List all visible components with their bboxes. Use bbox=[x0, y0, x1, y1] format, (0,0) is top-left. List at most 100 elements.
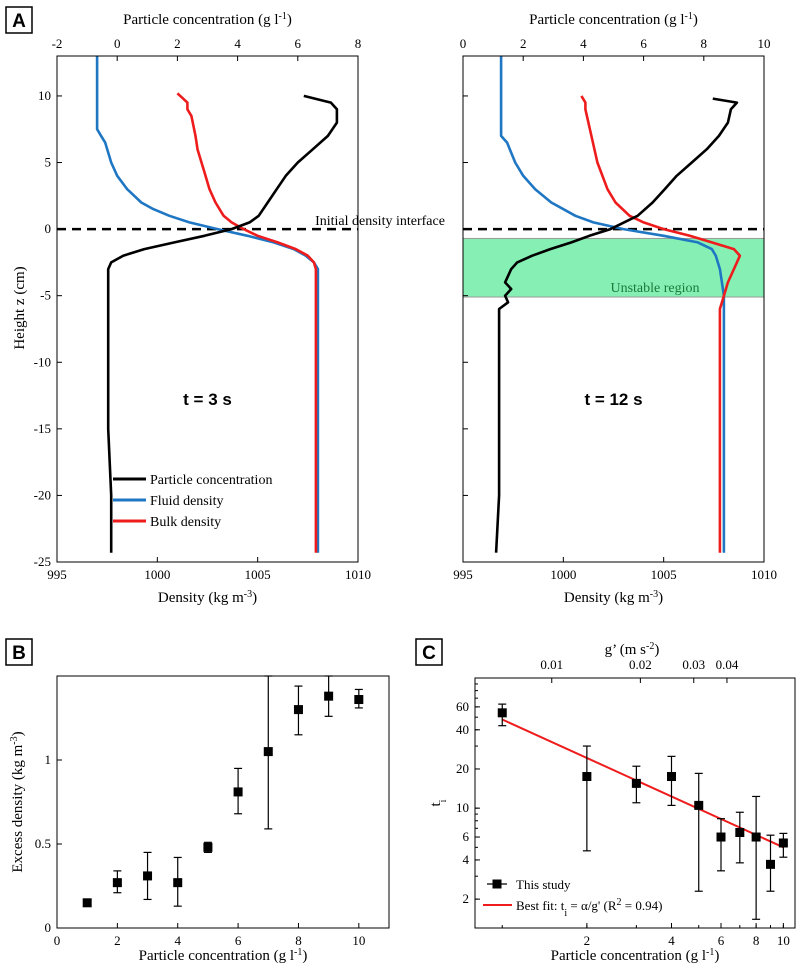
x-tick-label: 995 bbox=[47, 567, 67, 582]
y-tick-label: 40 bbox=[456, 722, 469, 737]
x-tick-label: 995 bbox=[453, 567, 473, 582]
x-tick-label: 1000 bbox=[144, 567, 170, 582]
x-axis-title: Density (kg m-3) bbox=[158, 589, 257, 607]
top-tick-label: 10 bbox=[758, 36, 771, 51]
time-label: t = 12 s bbox=[584, 390, 642, 409]
y-tick-label: -10 bbox=[34, 354, 51, 369]
panel-b: B 0 2 4 6 8 10 0 0.5 1 Particle concentration (g l… bbox=[5, 638, 390, 965]
x-axis-title: Density (kg m-3) bbox=[564, 589, 663, 607]
x-tick-label: 1010 bbox=[345, 567, 371, 582]
region-label: Unstable region bbox=[610, 281, 699, 296]
axes-box bbox=[56, 675, 390, 929]
series-bulk-density bbox=[580, 95, 742, 553]
data-point bbox=[354, 695, 364, 705]
top-tick-label: 4 bbox=[234, 36, 241, 51]
data-point bbox=[751, 832, 761, 842]
top-tick-label: 0.02 bbox=[629, 657, 652, 672]
y-tick-label: 2 bbox=[463, 891, 470, 906]
legend-swatch-marker bbox=[492, 879, 502, 889]
series-fluid-density bbox=[499, 56, 726, 553]
data-point bbox=[735, 828, 745, 838]
top-tick-label: 6 bbox=[295, 36, 302, 51]
x-tick-label: 1005 bbox=[245, 567, 271, 582]
y-tick-label: 10 bbox=[38, 88, 51, 103]
x-axis-title: Particle concentration (g l-1) bbox=[139, 947, 308, 965]
data-point bbox=[293, 705, 303, 715]
time-label: t = 3 s bbox=[183, 390, 232, 409]
data-point bbox=[497, 708, 507, 718]
top-tick-label: 6 bbox=[640, 36, 647, 51]
interface-annotation: Initial density interface bbox=[315, 214, 445, 229]
y-tick-label: -20 bbox=[34, 487, 51, 502]
data-point bbox=[112, 878, 122, 888]
y-tick-label: 60 bbox=[456, 699, 469, 714]
panel-a-label-box bbox=[5, 6, 33, 34]
y-tick-label: 20 bbox=[456, 761, 469, 776]
x-tick-label: 1000 bbox=[550, 567, 576, 582]
x-tick-label: 8 bbox=[753, 933, 760, 948]
legend-entry-fit: Best fit: ti = α/g' (R2 = 0.94) bbox=[516, 897, 662, 919]
x-tick-label: 6 bbox=[718, 933, 725, 948]
legend-entry-study: This study bbox=[516, 877, 571, 892]
top-tick-label: -2 bbox=[52, 36, 63, 51]
top-tick-label: 8 bbox=[355, 36, 362, 51]
x-tick-label: 1005 bbox=[651, 567, 677, 582]
panel-c: C 2 4 6 8 10 2 4 6 10 20 40 60 0.01 0.02 0.03 0.04 g’ (m … bbox=[415, 638, 796, 965]
top-axis-title: g’ (m s-2) bbox=[605, 641, 660, 659]
y-axis-title: Excess density (kg m-3) bbox=[9, 731, 27, 872]
y-tick-label: 6 bbox=[463, 829, 470, 844]
top-tick-label: 0 bbox=[114, 36, 121, 51]
y-tick-label: 4 bbox=[463, 852, 470, 867]
legend-entry: Bulk density bbox=[150, 515, 221, 530]
top-tick-label: 2 bbox=[174, 36, 181, 51]
panel-b-label: B bbox=[12, 643, 26, 664]
axes-box bbox=[56, 55, 359, 563]
data-point bbox=[263, 747, 273, 757]
panel-c-label-box bbox=[415, 638, 443, 666]
data-point bbox=[82, 898, 92, 908]
y-tick-label: -15 bbox=[34, 421, 51, 436]
top-tick-label: 0.03 bbox=[682, 657, 705, 672]
x-tick-label: 4 bbox=[174, 933, 181, 948]
x-axis-title: Particle concentration (g l-1) bbox=[551, 947, 720, 965]
data-point bbox=[666, 772, 676, 782]
y-tick-label: 0 bbox=[45, 920, 52, 935]
x-tick-label: 10 bbox=[352, 933, 365, 948]
panel-b-label-box bbox=[5, 638, 33, 666]
x-tick-label: 0 bbox=[54, 933, 61, 948]
axes-box bbox=[462, 55, 765, 563]
top-tick-label: 4 bbox=[580, 36, 587, 51]
data-point bbox=[778, 838, 788, 848]
y-axis-title: Height z (cm) bbox=[12, 266, 28, 349]
axes-box bbox=[474, 677, 796, 929]
data-point bbox=[631, 778, 641, 788]
top-tick-label: 2 bbox=[520, 36, 527, 51]
data-point bbox=[203, 842, 213, 852]
series-particle-concentration bbox=[106, 94, 339, 553]
legend-entry: Particle concentration bbox=[150, 473, 272, 488]
series-particle-concentration bbox=[494, 97, 739, 553]
top-tick-label: 8 bbox=[701, 36, 708, 51]
data-point bbox=[233, 787, 243, 797]
panel-c-label: C bbox=[422, 643, 436, 664]
data-point bbox=[143, 871, 153, 881]
data-point bbox=[716, 832, 726, 842]
y-tick-label: -5 bbox=[40, 288, 51, 303]
data-point bbox=[694, 800, 704, 810]
y-tick-label: 0 bbox=[45, 221, 52, 236]
legend-entry: Fluid density bbox=[150, 494, 224, 509]
x-tick-label: 4 bbox=[668, 933, 675, 948]
y-tick-label: 5 bbox=[45, 155, 52, 170]
y-tick-label: 1 bbox=[45, 752, 52, 767]
top-tick-label: 0 bbox=[460, 36, 467, 51]
data-point bbox=[766, 859, 776, 869]
y-tick-label: -25 bbox=[34, 554, 51, 569]
top-axis-title: Particle concentration (g l-1) bbox=[529, 11, 698, 29]
series-fluid-density bbox=[95, 56, 320, 553]
y-tick-label: 10 bbox=[456, 800, 469, 815]
x-tick-label: 2 bbox=[584, 933, 591, 948]
x-tick-label: 8 bbox=[295, 933, 302, 948]
top-tick-label: 0.01 bbox=[540, 657, 563, 672]
x-tick-label: 10 bbox=[777, 933, 790, 948]
